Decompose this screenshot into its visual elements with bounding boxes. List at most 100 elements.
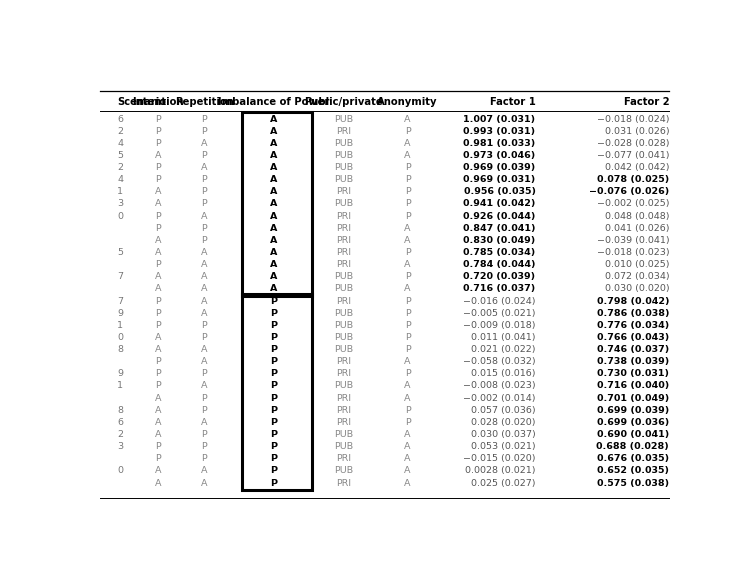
Text: A: A [154, 272, 161, 281]
Bar [242, 295, 312, 490]
Text: A: A [270, 199, 278, 208]
Text: A: A [404, 223, 411, 233]
Text: P: P [405, 406, 410, 415]
Text: P: P [201, 321, 207, 330]
Text: A: A [270, 188, 278, 196]
Text: P: P [154, 175, 160, 184]
Text: A: A [404, 115, 411, 123]
Text: 1: 1 [117, 321, 123, 330]
Text: 0.025 (0.027): 0.025 (0.027) [471, 479, 536, 487]
Text: A: A [154, 199, 161, 208]
Text: 0.030 (0.037): 0.030 (0.037) [471, 430, 536, 439]
Text: 0.053 (0.021): 0.053 (0.021) [471, 442, 536, 451]
Text: 7: 7 [117, 296, 123, 306]
Text: P: P [154, 309, 160, 318]
Text: 0.030 (0.020): 0.030 (0.020) [604, 285, 669, 293]
Text: 0.011 (0.041): 0.011 (0.041) [471, 333, 536, 342]
Text: −0.077 (0.041): −0.077 (0.041) [597, 151, 669, 160]
Text: P: P [154, 369, 160, 378]
Text: P: P [271, 296, 278, 306]
Text: PRI: PRI [336, 418, 351, 427]
Text: Factor 2: Factor 2 [623, 97, 669, 107]
Text: P: P [271, 333, 278, 342]
Text: P: P [271, 466, 278, 475]
Text: 0.716 (0.040): 0.716 (0.040) [597, 382, 669, 390]
Text: 5: 5 [117, 151, 123, 160]
Text: PRI: PRI [336, 212, 351, 220]
Text: 0.0028 (0.021): 0.0028 (0.021) [465, 466, 536, 475]
Text: A: A [201, 309, 208, 318]
Text: A: A [201, 272, 208, 281]
Text: 0.015 (0.016): 0.015 (0.016) [471, 369, 536, 378]
Text: P: P [201, 430, 207, 439]
Text: P: P [405, 369, 410, 378]
Text: P: P [201, 333, 207, 342]
Text: 0.042 (0.042): 0.042 (0.042) [604, 163, 669, 172]
Text: P: P [405, 296, 410, 306]
Text: P: P [271, 321, 278, 330]
Text: PUB: PUB [334, 175, 353, 184]
Text: 0.699 (0.036): 0.699 (0.036) [597, 418, 669, 427]
Text: PRI: PRI [336, 369, 351, 378]
Text: PRI: PRI [336, 479, 351, 487]
Text: 0.048 (0.048): 0.048 (0.048) [604, 212, 669, 220]
Text: P: P [201, 236, 207, 245]
Text: PUB: PUB [334, 163, 353, 172]
Text: A: A [404, 455, 411, 463]
Text: 0.926 (0.044): 0.926 (0.044) [463, 212, 536, 220]
Text: A: A [404, 236, 411, 245]
Text: 4: 4 [117, 139, 123, 148]
Text: A: A [201, 296, 208, 306]
Text: −0.039 (0.041): −0.039 (0.041) [596, 236, 669, 245]
Text: 2: 2 [117, 126, 123, 136]
Text: Imbalance of Power: Imbalance of Power [218, 97, 330, 107]
Text: 0.738 (0.039): 0.738 (0.039) [597, 357, 669, 366]
Text: P: P [271, 369, 278, 378]
Text: P: P [271, 357, 278, 366]
Text: Intention: Intention [132, 97, 184, 107]
Text: 0.716 (0.037): 0.716 (0.037) [464, 285, 536, 293]
Text: P: P [271, 393, 278, 403]
Text: 4: 4 [117, 175, 123, 184]
Text: 0: 0 [117, 212, 123, 220]
Text: P: P [405, 175, 410, 184]
Text: P: P [271, 442, 278, 451]
Text: A: A [270, 248, 278, 257]
Text: PRI: PRI [336, 236, 351, 245]
Text: PUB: PUB [334, 466, 353, 475]
Text: 9: 9 [117, 369, 123, 378]
Text: A: A [201, 212, 208, 220]
Text: Public/private: Public/private [304, 97, 383, 107]
Text: 3: 3 [117, 199, 123, 208]
Text: P: P [405, 321, 410, 330]
Text: A: A [201, 260, 208, 269]
Text: P: P [154, 442, 160, 451]
Text: 0.021 (0.022): 0.021 (0.022) [471, 345, 536, 354]
Text: P: P [154, 223, 160, 233]
Text: A: A [201, 382, 208, 390]
Text: PRI: PRI [336, 126, 351, 136]
Text: P: P [154, 212, 160, 220]
Text: PRI: PRI [336, 223, 351, 233]
Text: A: A [154, 406, 161, 415]
Text: −0.005 (0.021): −0.005 (0.021) [463, 309, 536, 318]
Text: A: A [201, 345, 208, 354]
Text: PUB: PUB [334, 442, 353, 451]
Text: P: P [201, 369, 207, 378]
Text: A: A [270, 236, 278, 245]
Text: P: P [154, 357, 160, 366]
Text: A: A [154, 188, 161, 196]
Text: P: P [154, 296, 160, 306]
Text: −0.016 (0.024): −0.016 (0.024) [463, 296, 536, 306]
Text: P: P [405, 163, 410, 172]
Text: P: P [271, 406, 278, 415]
Text: A: A [270, 175, 278, 184]
Text: Factor 1: Factor 1 [490, 97, 536, 107]
Text: PRI: PRI [336, 248, 351, 257]
Text: P: P [154, 115, 160, 123]
Text: −0.028 (0.028): −0.028 (0.028) [597, 139, 669, 148]
Text: −0.002 (0.025): −0.002 (0.025) [597, 199, 669, 208]
Text: Repetition: Repetition [175, 97, 233, 107]
Text: A: A [201, 139, 208, 148]
Text: A: A [154, 333, 161, 342]
